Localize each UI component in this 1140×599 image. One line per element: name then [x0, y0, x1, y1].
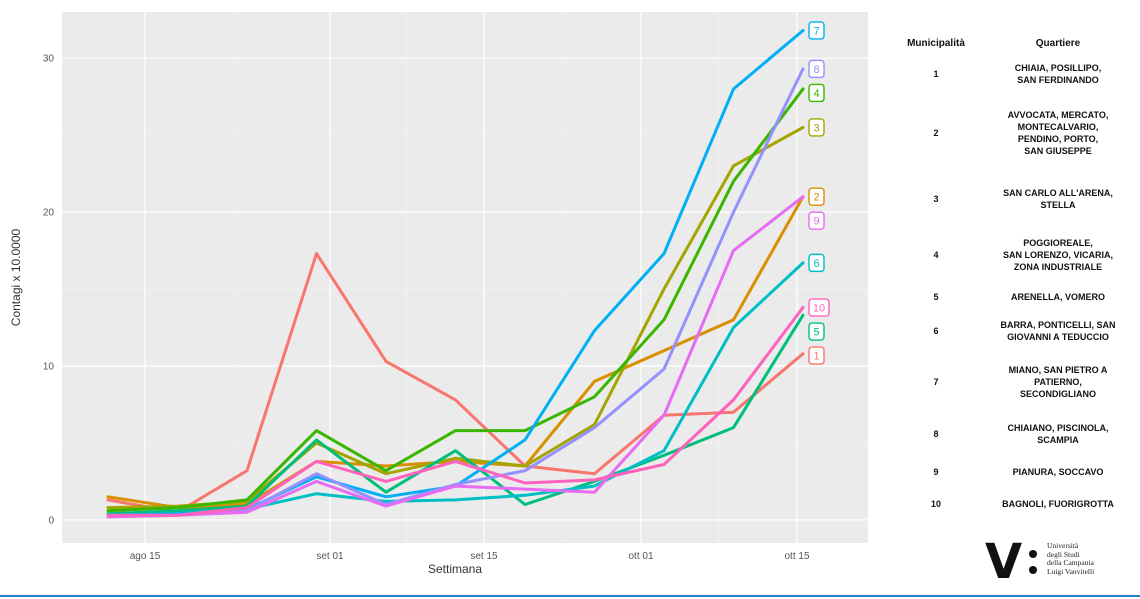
municipality-number: 6	[933, 326, 939, 336]
end-label-box	[808, 298, 830, 317]
header-quartiere: Quartiere	[1035, 38, 1081, 49]
table-row: 8 CHIAIANO, PISCINOLA, SCAMPIA	[888, 412, 1132, 456]
table-row: 7 MIANO, SAN PIETRO A PATIERNO, SECONDIGL…	[888, 352, 1132, 412]
y-tick-label: 0	[48, 515, 54, 526]
bottom-rule	[0, 595, 1140, 597]
x-tick-label: set 15	[470, 551, 498, 562]
municipality-number: 9	[933, 467, 939, 477]
quartiere-names: POGGIOREALE, SAN LORENZO, VICARIA, ZONA …	[1002, 238, 1113, 272]
end-label: 10	[813, 303, 825, 315]
quartiere-names: SAN CARLO ALL'ARENA, STELLA	[1003, 188, 1113, 210]
end-label: 1	[813, 351, 819, 363]
end-label-box	[808, 346, 825, 365]
municipality-number: 8	[933, 429, 939, 439]
municipality-number: 7	[933, 377, 939, 387]
y-axis-title: Contagi x 10.0000	[9, 228, 23, 326]
series-line	[106, 306, 805, 517]
y-tick-label: 10	[43, 362, 55, 373]
university-logo: V Università degli Studi della Campania …	[985, 534, 1135, 590]
table-row: 3 SAN CARLO ALL'ARENA, STELLA	[888, 172, 1132, 226]
quartiere-names: CHIAIA, POSILLIPO, SAN FERDINANDO	[1014, 63, 1102, 85]
y-tick-label: 20	[43, 208, 55, 219]
municipality-number: 2	[933, 128, 939, 138]
series-line	[106, 252, 805, 514]
quartiere-names: BARRA, PONTICELLI, SAN GIOVANNI A TEDUCC…	[1000, 320, 1116, 342]
municipality-number: 10	[930, 499, 941, 509]
end-label-box	[808, 21, 825, 40]
table-row: 5 ARENELLA, VOMERO	[888, 284, 1132, 310]
plot-panel	[62, 12, 868, 543]
municipality-number: 4	[933, 250, 939, 260]
logo-text: Università degli Studi della Campania Lu…	[1047, 541, 1095, 576]
x-tick-label: ago 15	[130, 551, 161, 562]
quartiere-names: CHIAIANO, PISCINOLA, SCAMPIA	[1007, 423, 1109, 445]
municipality-number: 1	[933, 69, 939, 79]
table-row: 9 PIANURA, SOCCAVO	[888, 456, 1132, 488]
series-line	[106, 195, 805, 519]
line-chart: 0 10 20 30 ago 15 set 01 set 15 ott 01 ott 15 Set…	[9, 12, 868, 576]
end-label: 5	[813, 327, 819, 339]
quartiere-names: ARENELLA, VOMERO	[1010, 292, 1105, 302]
quartiere-names: PIANURA, SOCCAVO	[1012, 467, 1104, 477]
end-label: 9	[813, 216, 819, 228]
end-label: 2	[813, 192, 819, 204]
quartiere-names: AVVOCATA, MERCATO, MONTECALVARIO, PENDIN…	[1007, 110, 1109, 156]
series-line	[106, 87, 805, 513]
logo-mark: V	[985, 534, 1023, 590]
series-line	[106, 313, 805, 516]
header-municipalita: Municipalità	[907, 38, 965, 49]
table-row: 6 BARRA, PONTICELLI, SAN GIOVANNI A TEDUC…	[888, 310, 1132, 352]
x-tick-label: ott 01	[628, 551, 653, 562]
end-label-box	[808, 322, 825, 341]
end-label: 3	[813, 122, 819, 134]
end-label-box	[808, 83, 825, 103]
table-row: 10 BAGNOLI, FUORIGROTTA	[888, 488, 1132, 520]
quartiere-names: MIANO, SAN PIETRO A PATIERNO, SECONDIGLI…	[1008, 365, 1108, 399]
end-label: 8	[813, 64, 819, 76]
x-tick-label: set 01	[316, 551, 344, 562]
municipality-number: 3	[933, 194, 939, 204]
end-label-box	[808, 118, 825, 137]
table-header: Municipalità Quartiere	[888, 38, 1132, 54]
end-label-box	[808, 253, 825, 273]
end-label: 6	[813, 258, 819, 270]
end-label-box	[808, 59, 825, 79]
end-label: 4	[813, 88, 819, 100]
x-axis-title: Settimana	[428, 562, 482, 576]
table-row: 4 POGGIOREALE, SAN LORENZO, VICARIA, ZONA…	[888, 226, 1132, 284]
municipality-table: Municipalità Quartiere 1 CHIAIA, POSILLIP…	[888, 38, 1132, 520]
table-row: 2 AVVOCATA, MERCATO, MONTECALVARIO, PENDI…	[888, 94, 1132, 172]
end-label-box	[808, 211, 825, 230]
logo-dots	[1029, 550, 1037, 582]
table-row: 1 CHIAIA, POSILLIPO, SAN FERDINANDO	[888, 54, 1132, 94]
y-tick-label: 30	[43, 54, 55, 65]
municipality-number: 5	[933, 292, 939, 302]
quartiere-names: BAGNOLI, FUORIGROTTA	[1002, 499, 1114, 509]
x-tick-label: ott 15	[784, 551, 809, 562]
end-label-box	[808, 187, 825, 206]
end-label: 7	[813, 25, 819, 37]
table-rows: 1 CHIAIA, POSILLIPO, SAN FERDINANDO 2 AVVOC…	[888, 54, 1132, 520]
